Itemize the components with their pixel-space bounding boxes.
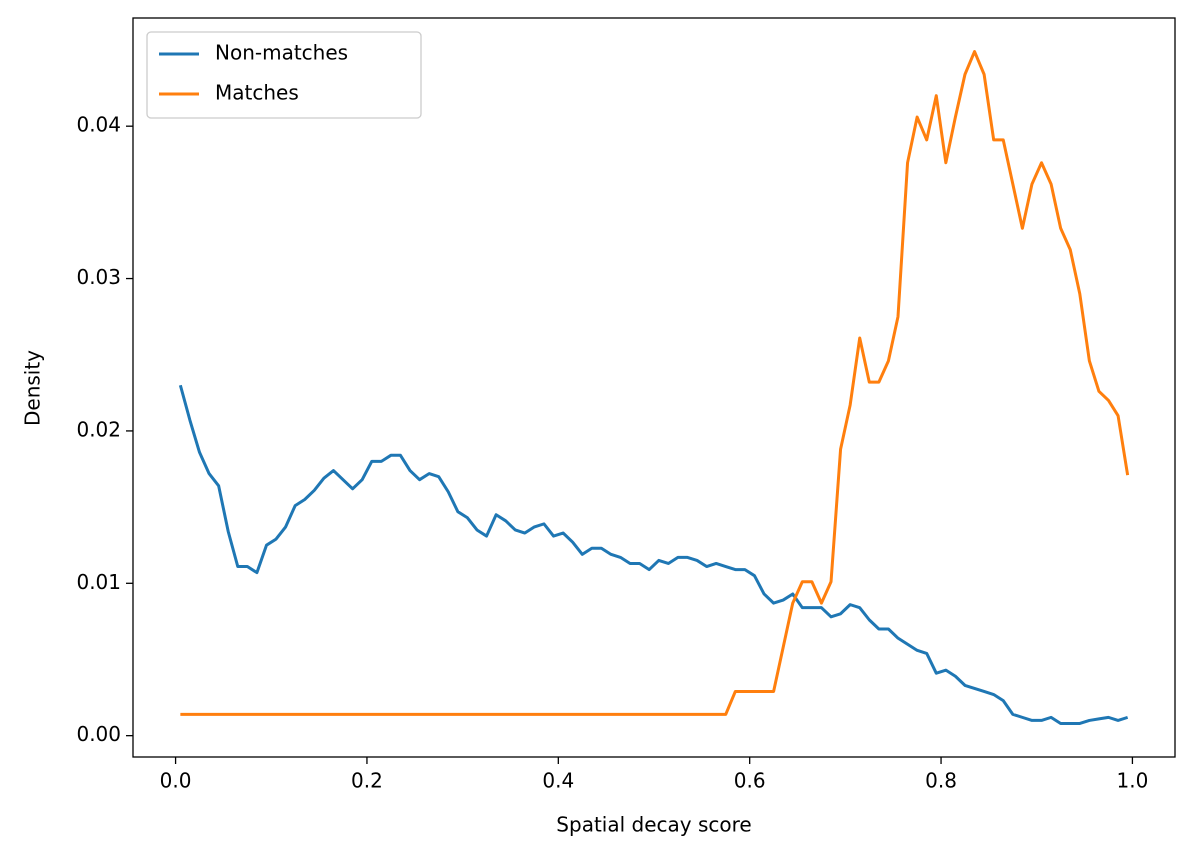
x-tick-label: 1.0 — [1117, 769, 1149, 793]
x-tick-label: 0.4 — [542, 769, 574, 793]
y-tick-label: 0.01 — [76, 570, 121, 594]
x-axis-label: Spatial decay score — [556, 813, 751, 837]
legend-label: Non-matches — [215, 41, 348, 65]
y-tick-label: 0.04 — [76, 113, 121, 137]
y-tick-label: 0.03 — [76, 265, 121, 289]
y-tick-label: 0.00 — [76, 722, 121, 746]
x-tick-label: 0.2 — [351, 769, 383, 793]
legend-label: Matches — [215, 81, 299, 105]
series-line — [180, 50, 1130, 716]
y-tick-label: 0.02 — [76, 417, 121, 441]
x-tick-label: 0.6 — [734, 769, 766, 793]
x-tick-label: 0.0 — [160, 769, 192, 793]
y-axis-label: Density — [21, 350, 45, 426]
plot-frame — [132, 17, 1176, 758]
series-line — [178, 384, 1129, 725]
legend-box — [146, 31, 422, 119]
x-tick-label: 0.8 — [925, 769, 957, 793]
